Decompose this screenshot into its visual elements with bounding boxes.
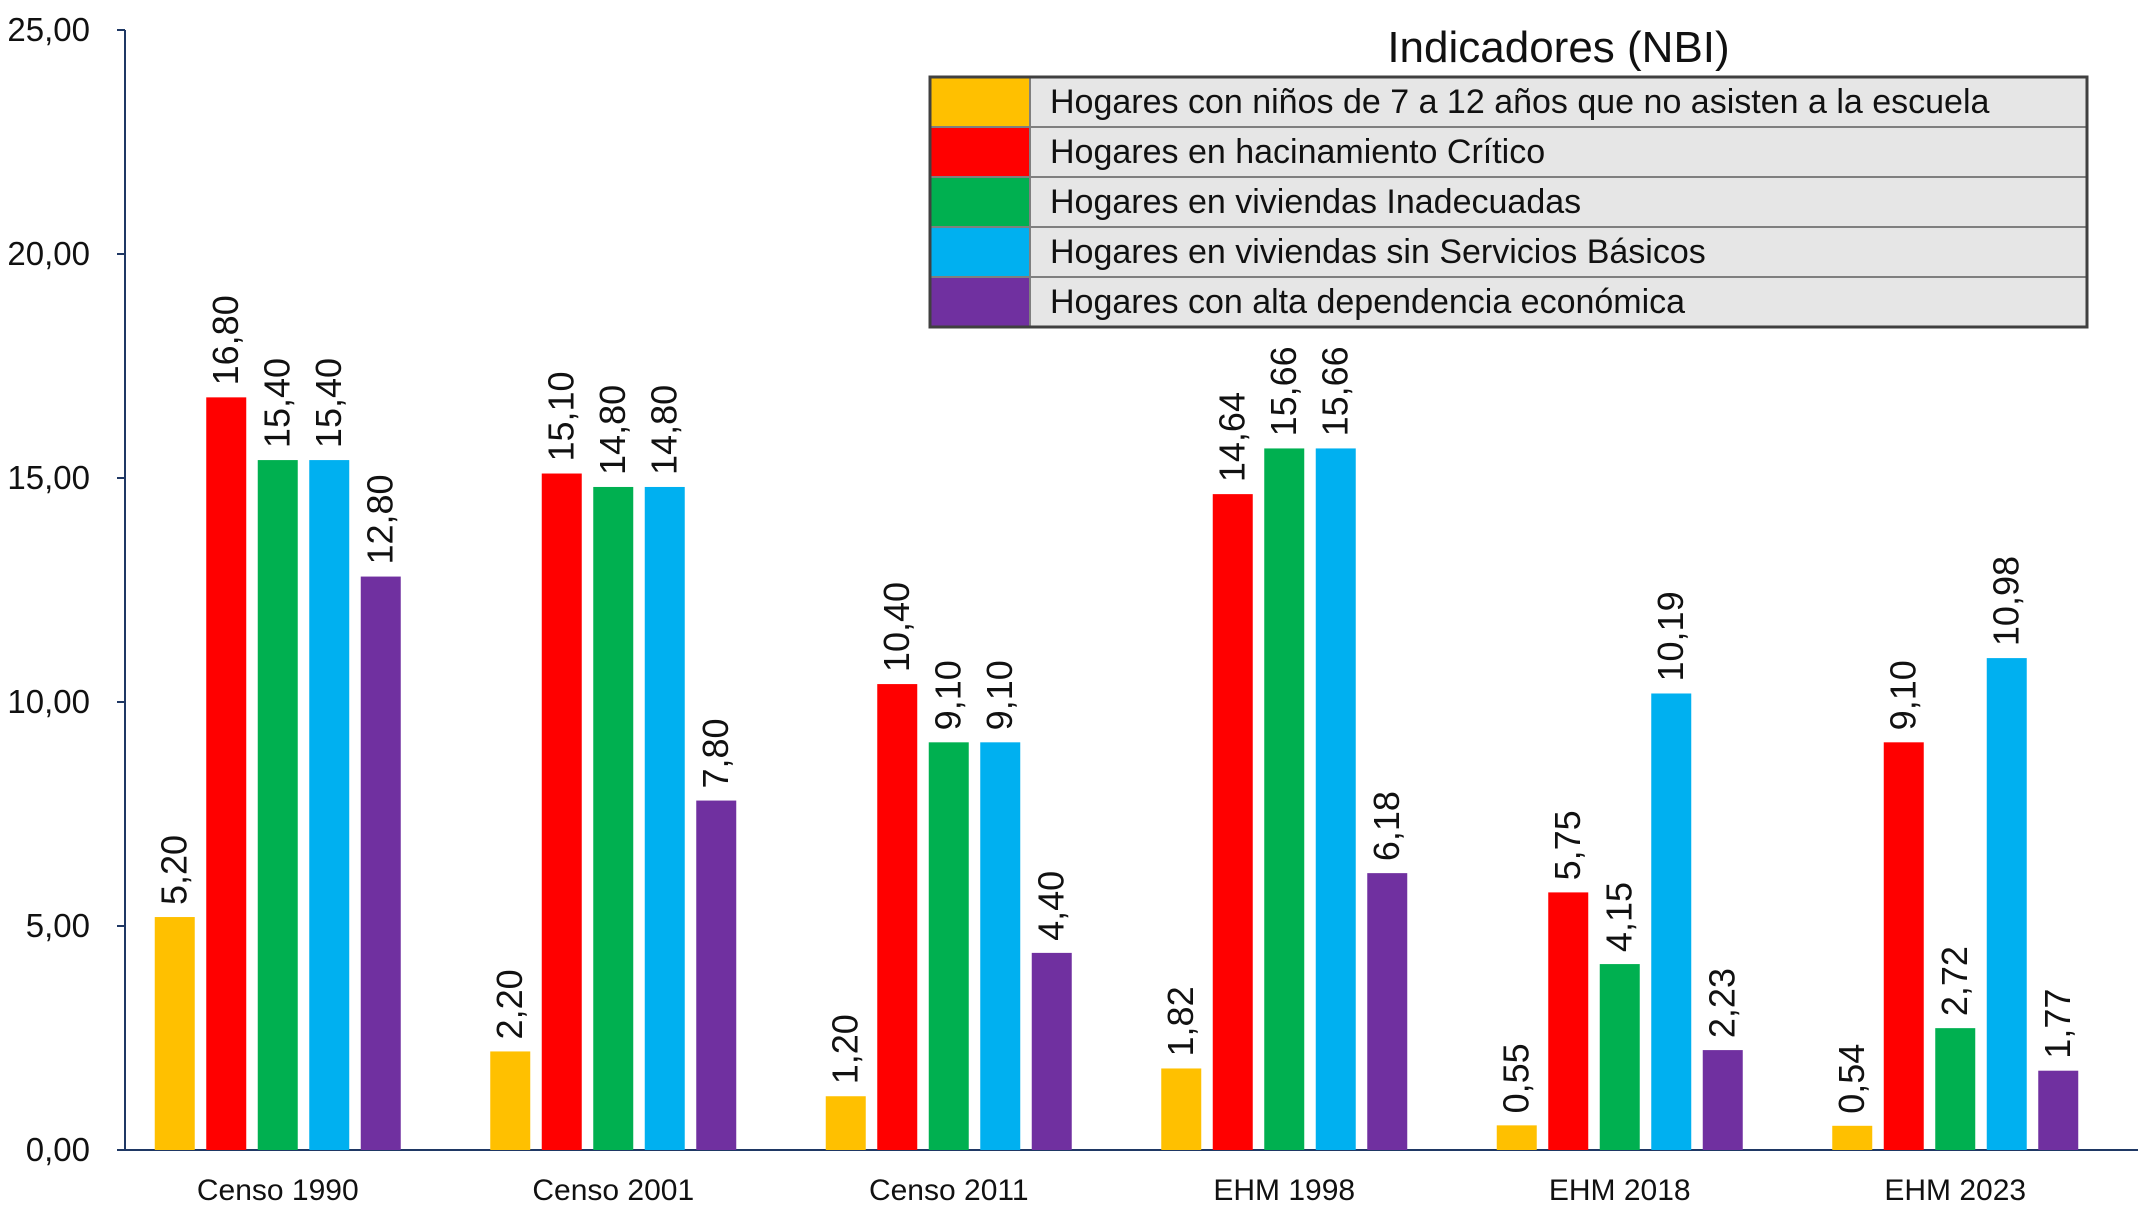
legend-row: [1029, 126, 2088, 178]
bar: [541, 473, 582, 1150]
data-label: 9,10: [928, 660, 969, 730]
bar: [1832, 1125, 1873, 1150]
data-label: 9,10: [1883, 660, 1924, 730]
legend-border: [928, 75, 2089, 329]
legend-swatch: [929, 126, 1031, 178]
bar: [825, 1096, 866, 1150]
x-tick-label: Censo 2001: [532, 1174, 694, 1206]
data-label: 1,82: [1160, 986, 1201, 1056]
data-label: 2,72: [1934, 946, 1975, 1016]
bar: [1651, 693, 1692, 1150]
bar: [1496, 1125, 1537, 1150]
legend-swatch: [929, 76, 1031, 128]
bar: [154, 917, 195, 1150]
data-label: 12,80: [360, 474, 401, 564]
bar: [1212, 494, 1253, 1150]
legend-label: Hogares con niños de 7 a 12 años que no …: [1050, 83, 1990, 121]
legend-label: Hogares en viviendas sin Servicios Básic…: [1050, 233, 1706, 271]
data-label: 15,40: [308, 358, 349, 448]
data-label: 15,66: [1315, 346, 1356, 436]
legend-label: Hogares con alta dependencia económica: [1050, 283, 1685, 321]
legend: Indicadores (NBI) Hogares con niños de 7 …: [928, 23, 2089, 329]
bar: [2038, 1070, 2079, 1150]
axes: 0,00 5,00 10,00 15,00 20,00 25,00 Censo 1990 Ce…: [7, 11, 2138, 1206]
data-label: 10,19: [1650, 591, 1691, 681]
data-label: 0,55: [1496, 1043, 1537, 1113]
bar: [1315, 448, 1356, 1150]
legend-row: [1029, 226, 2088, 278]
bar: [206, 397, 247, 1150]
bar: [490, 1051, 531, 1150]
y-tick-label: 20,00: [7, 235, 90, 272]
bar: [877, 684, 918, 1150]
data-label: 4,40: [1031, 871, 1072, 941]
bar: [1264, 448, 1305, 1150]
y-tick-label: 0,00: [26, 1131, 90, 1168]
legend-swatch: [929, 176, 1031, 228]
bar: [593, 486, 634, 1151]
data-label: 14,80: [592, 385, 633, 475]
x-tick-label: Censo 1990: [197, 1174, 359, 1206]
data-label: 0,54: [1831, 1044, 1872, 1114]
legend-label: Hogares en hacinamiento Crítico: [1050, 133, 1545, 171]
data-label: 1,77: [2037, 989, 2078, 1059]
data-label: 15,40: [257, 358, 298, 448]
data-label: 7,80: [695, 718, 736, 788]
x-tick-label: EHM 2018: [1549, 1174, 1691, 1206]
data-label: 2,20: [489, 969, 530, 1039]
bar: [644, 486, 685, 1151]
data-label: 1,20: [825, 1014, 866, 1084]
data-label: 9,10: [979, 660, 1020, 730]
data-label: 15,10: [541, 371, 582, 461]
bar: [360, 576, 401, 1150]
x-tick-label: EHM 2023: [1884, 1174, 2026, 1206]
bar: [1161, 1068, 1202, 1150]
bar: [1031, 952, 1072, 1150]
data-label: 14,80: [644, 385, 685, 475]
bar: [1367, 873, 1408, 1150]
legend-swatch: [929, 276, 1031, 328]
data-label: 6,18: [1366, 791, 1407, 861]
bar: [1883, 742, 1924, 1150]
data-label: 5,75: [1547, 810, 1588, 880]
data-label: 14,64: [1212, 392, 1253, 482]
bar: [980, 742, 1021, 1150]
data-label: 5,20: [154, 835, 195, 905]
bar: [1702, 1050, 1743, 1150]
data-label: 10,98: [1986, 556, 2027, 646]
data-label: 4,15: [1599, 882, 1640, 952]
legend-title: Indicadores (NBI): [1387, 23, 1729, 72]
x-tick-label: Censo 2011: [869, 1174, 1029, 1206]
bar: [1986, 658, 2027, 1150]
legend-label: Hogares en viviendas Inadecuadas: [1050, 183, 1581, 221]
data-label: 15,66: [1263, 346, 1304, 436]
bar: [257, 460, 298, 1151]
data-label: 16,80: [205, 295, 246, 385]
bar: [1935, 1028, 1976, 1150]
y-tick-label: 25,00: [7, 11, 90, 48]
data-label: 10,40: [876, 582, 917, 672]
bar: [928, 742, 969, 1150]
x-tick-label: EHM 1998: [1213, 1174, 1355, 1206]
legend-swatch: [929, 226, 1031, 278]
bar: [309, 460, 350, 1151]
data-label: 2,23: [1702, 968, 1743, 1038]
bar: [1548, 892, 1589, 1150]
bar: [1599, 964, 1640, 1150]
y-tick-label: 5,00: [26, 907, 90, 944]
bar: [696, 800, 737, 1150]
y-tick-label: 10,00: [7, 683, 90, 720]
y-tick-label: 15,00: [7, 459, 90, 496]
